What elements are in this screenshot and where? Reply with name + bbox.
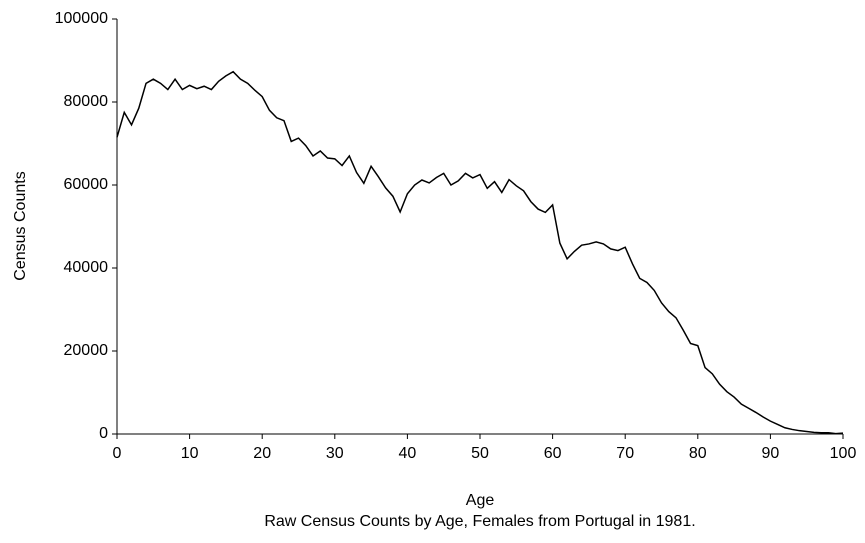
y-tick-label: 40000 — [64, 259, 109, 276]
x-tick-label: 90 — [762, 445, 780, 462]
x-tick-label: 80 — [689, 445, 707, 462]
y-tick-label: 80000 — [64, 93, 109, 110]
x-tick-label: 40 — [399, 445, 417, 462]
caption: Raw Census Counts by Age, Females from P… — [264, 513, 695, 530]
y-tick-label: 0 — [99, 425, 108, 442]
x-tick-label: 0 — [113, 445, 122, 462]
y-tick-label: 20000 — [64, 342, 109, 359]
x-tick-label: 10 — [181, 445, 199, 462]
x-tick-label: 100 — [830, 445, 857, 462]
x-tick-label: 50 — [471, 445, 489, 462]
y-tick-label: 100000 — [55, 10, 108, 27]
data-line — [116, 70, 844, 435]
x-tick-label: 20 — [253, 445, 271, 462]
x-tick-label: 70 — [616, 445, 634, 462]
x-axis-label: Age — [466, 492, 495, 509]
y-tick-label: 60000 — [64, 176, 109, 193]
x-tick-label: 30 — [326, 445, 344, 462]
y-axis-label: Census Counts — [12, 171, 29, 280]
x-tick-label: 60 — [544, 445, 562, 462]
